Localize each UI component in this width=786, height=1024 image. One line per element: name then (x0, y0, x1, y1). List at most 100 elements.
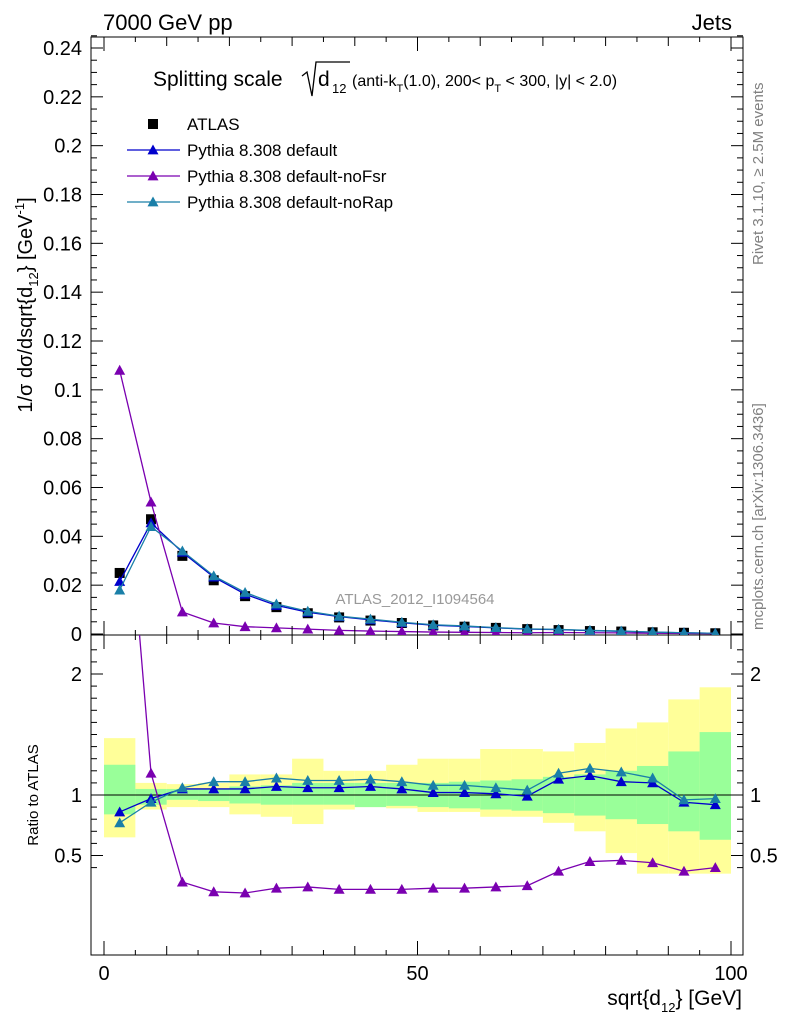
ratio-point-pythia-8-308-default (584, 770, 596, 781)
x-axis-label: sqrt{d12} [GeV] (607, 987, 742, 1015)
ratio-point-pythia-8-308-default-nofsr (647, 857, 659, 868)
ratio-y-tick-label-right: 1 (750, 785, 761, 807)
ratio-point-pythia-8-308-default-nofsr (364, 883, 376, 894)
main-y-tick-label: 0.14 (43, 282, 82, 304)
ratio-point-pythia-8-308-default (615, 776, 627, 787)
mcplots-label: mcplots.cern.ch [arXiv:1306.3436] (750, 403, 767, 630)
legend-marker-pythia-8-308-default-nofsr (147, 170, 159, 181)
ratio-point-pythia-8-308-default-norap (709, 793, 721, 804)
band-green-bin (699, 732, 731, 840)
x-tick-label: 50 (406, 963, 428, 985)
ratio-point-pythia-8-308-default (208, 783, 220, 794)
ratio-point-pythia-8-308-default (427, 787, 439, 797)
point-pythia-8-308-default-nofsr (208, 617, 220, 628)
ratio-point-pythia-8-308-default-nofsr (333, 883, 345, 894)
ratio-point-pythia-8-308-default-nofsr (396, 883, 408, 894)
ratio-point-pythia-8-308-default-norap (396, 776, 408, 787)
point-pythia-8-308-default-nofsr (270, 622, 282, 633)
title-sqrt-sub: 12 (332, 81, 346, 96)
point-pythia-8-308-default-norap (364, 613, 376, 624)
ratio-point-pythia-8-308-default-norap (553, 767, 565, 778)
ratio-point-pythia-8-308-default-norap (490, 782, 502, 793)
point-pythia-8-308-default-norap (459, 620, 471, 631)
point-pythia-8-308-default-norap (427, 619, 439, 630)
ratio-point-pythia-8-308-default-norap (302, 774, 314, 785)
ratio-point-pythia-8-308-default-norap (239, 776, 251, 787)
ratio-line-pythia-8-308-default-nofsr (138, 635, 716, 894)
main-y-tick-label: 0.12 (43, 331, 82, 353)
analysis-tag: ATLAS_2012_I1094564 (335, 591, 494, 608)
point-pythia-8-308-default-nofsr (365, 625, 376, 635)
point-pythia-8-308-default-nofsr (114, 364, 126, 375)
point-pythia-8-308-default-nofsr (145, 496, 157, 507)
ratio-point-pythia-8-308-default-norap (678, 794, 690, 805)
point-pythia-8-308-default-nofsr (428, 626, 438, 635)
ratio-point-pythia-8-308-default (459, 787, 471, 797)
main-y-tick-label: 0.18 (43, 185, 82, 207)
header-right: Jets (692, 10, 732, 35)
point-pythia-8-308-default-norap (145, 521, 157, 531)
plot-title: Splitting scale d 12 (anti-kT(1.0), 200<… (153, 61, 617, 97)
ratio-point-pythia-8-308-default-nofsr (208, 886, 220, 897)
ratio-point-pythia-8-308-default-nofsr (239, 887, 251, 898)
point-pythia-8-308-default-norap (239, 586, 251, 597)
ratio-y-tick-label-right: 0.5 (750, 846, 778, 868)
axis-ticks (91, 35, 743, 955)
main-y-tick-label: 0.2 (54, 136, 82, 158)
ratio-point-pythia-8-308-default-nofsr (521, 880, 533, 891)
ratio-point-pythia-8-308-default-norap (427, 779, 439, 790)
legend-marker-pythia-8-308-default (147, 144, 159, 155)
legend-label-pythia-8-308-default: Pythia 8.308 default (187, 141, 338, 160)
ratio-point-pythia-8-308-default-nofsr (490, 881, 502, 892)
ratio-point-pythia-8-308-default (553, 773, 565, 784)
ratio-y-tick-label-left: 1 (71, 785, 82, 807)
ratio-point-pythia-8-308-default-nofsr (145, 767, 157, 778)
y-axis-label-ratio: Ratio to ATLAS (25, 744, 42, 845)
ratio-point-pythia-8-308-default-nofsr (553, 865, 565, 876)
title-prefix: Splitting scale (153, 68, 283, 91)
point-pythia-8-308-default-norap (270, 598, 282, 609)
ratio-series-layer (114, 390, 721, 898)
point-pythia-8-308-default-norap (647, 626, 658, 635)
point-pythia-8-308-default-nofsr (239, 621, 251, 632)
ratio-y-tick-label-left: 0.5 (54, 846, 82, 868)
ratio-point-pythia-8-308-default (396, 783, 408, 794)
main-y-tick-label: 0 (71, 624, 82, 646)
y-axis-label-main: 1/σ dσ/dsqrt{d12} [GeV-1] (12, 197, 41, 412)
main-y-tick-label: 0.16 (43, 233, 82, 255)
ratio-line-pythia-8-308-default-norap (119, 767, 716, 824)
point-pythia-8-308-default-norap (584, 624, 596, 635)
header-left: 7000 GeV pp (103, 10, 233, 35)
legend-marker-atlas (148, 119, 158, 129)
ratio-point-pythia-8-308-default (333, 782, 345, 793)
legend-label-pythia-8-308-default-norap: Pythia 8.308 default-noRap (187, 193, 393, 212)
ratio-point-pythia-8-308-default-nofsr (270, 882, 282, 893)
point-pythia-8-308-default-norap (302, 605, 314, 616)
rivet-label: Rivet 3.1.10, ≥ 2.5M events (750, 83, 767, 266)
ratio-point-pythia-8-308-default (490, 788, 502, 799)
legend-marker-pythia-8-308-default-norap (147, 196, 159, 207)
point-pythia-8-308-default-norap (176, 545, 188, 556)
point-atlas (114, 567, 125, 578)
ratio-point-pythia-8-308-default-norap (364, 773, 376, 784)
ratio-point-pythia-8-308-default-norap (615, 766, 627, 777)
ratio-point-pythia-8-308-default-norap (176, 782, 188, 793)
ratio-point-pythia-8-308-default-norap (521, 784, 533, 795)
ratio-point-pythia-8-308-default-nofsr (615, 854, 627, 865)
ratio-point-pythia-8-308-default (364, 781, 376, 791)
point-pythia-8-308-default-norap (208, 570, 220, 581)
ratio-point-pythia-8-308-default-nofsr (302, 881, 314, 892)
title-sqrt-sign (301, 61, 350, 97)
main-y-tick-label: 0.04 (43, 526, 82, 548)
ratio-point-pythia-8-308-default (302, 782, 314, 793)
legend-label-atlas: ATLAS (187, 115, 240, 134)
point-pythia-8-308-default-norap (521, 623, 533, 634)
ratio-point-pythia-8-308-default (709, 799, 721, 810)
ratio-point-pythia-8-308-default-nofsr (114, 390, 125, 400)
axis-tick-labels: 0 0.02 0.04 0.06 0.08 0.1 0.12 0.14 0.16 0.18 0.2 0… (43, 38, 778, 985)
ratio-point-pythia-8-308-default-nofsr (584, 856, 596, 866)
ratio-point-pythia-8-308-default-norap (459, 779, 471, 790)
main-y-tick-label: 0.1 (54, 380, 82, 402)
point-pythia-8-308-default-norap (711, 627, 720, 635)
